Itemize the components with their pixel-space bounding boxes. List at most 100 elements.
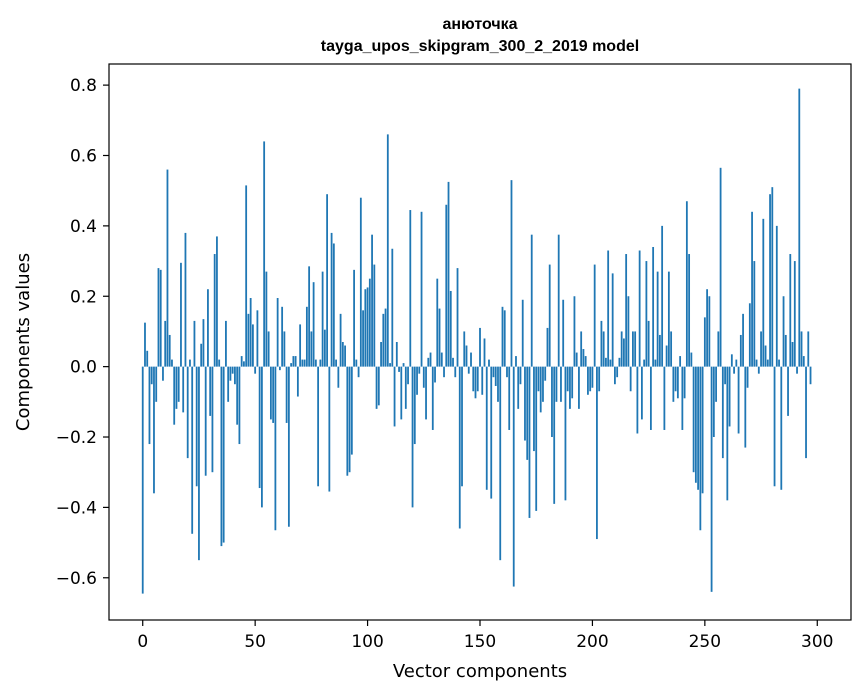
bar-111 [391, 248, 394, 367]
y-ticks: −0.6 −0.4 −0.2 0.0 0.2 0.4 0.6 0.8 [56, 76, 109, 589]
bar-184 [555, 366, 558, 402]
bar-249 [701, 366, 704, 494]
bar-234 [667, 271, 670, 367]
bar-198 [587, 366, 589, 395]
bar-142 [461, 366, 463, 487]
bar-70 [299, 324, 302, 367]
bar-36 [222, 366, 225, 543]
bar-161 [503, 310, 506, 367]
bar-90 [344, 345, 346, 367]
bar-119 [409, 210, 412, 367]
x-tick-label: 100 [351, 632, 383, 652]
bar-186 [560, 366, 562, 402]
bar-290 [793, 261, 796, 367]
bar-278 [766, 359, 769, 367]
bar-197 [584, 356, 587, 367]
bar-46 [245, 185, 248, 367]
bar-120 [411, 366, 414, 508]
bar-151 [481, 366, 484, 395]
bar-218 [632, 331, 634, 367]
bar-11 [166, 169, 169, 367]
bar-99 [364, 289, 367, 367]
bar-144 [465, 345, 468, 367]
bar-201 [593, 264, 596, 367]
bar-143 [463, 331, 466, 367]
bar-7 [157, 268, 160, 367]
bar-104 [375, 366, 378, 409]
bar-286 [784, 334, 787, 367]
bar-101 [368, 278, 371, 367]
bar-49 [252, 324, 254, 367]
bar-126 [425, 366, 427, 420]
bar-106 [380, 342, 382, 367]
bar-48 [249, 298, 252, 367]
bar-155 [490, 366, 493, 499]
bar-285 [782, 296, 785, 367]
bar-85 [332, 243, 335, 367]
bar-181 [548, 264, 551, 367]
bar-67 [292, 356, 295, 367]
bar-263 [733, 366, 735, 374]
bar-96 [357, 366, 360, 378]
bar-60 [276, 298, 279, 367]
bar-24 [195, 366, 198, 487]
bar-189 [566, 366, 569, 392]
bar-159 [499, 366, 502, 561]
bar-27 [202, 319, 205, 367]
bar-76 [312, 282, 315, 367]
bar-230 [658, 334, 661, 367]
bar-133 [440, 352, 443, 367]
bar-15 [175, 366, 178, 409]
bar-138 [452, 357, 454, 367]
bar-40 [231, 366, 234, 374]
bar-235 [670, 331, 673, 367]
bar-166 [515, 356, 517, 367]
bar-124 [420, 211, 423, 367]
bar-61 [278, 366, 281, 371]
bar-231 [661, 225, 664, 367]
bar-137 [449, 290, 452, 367]
bar-188 [564, 366, 567, 501]
bar-200 [591, 366, 594, 388]
bar-14 [173, 366, 176, 425]
chart-title-line2: tayga_upos_skipgram_300_2_2019 model [321, 38, 639, 55]
bar-209 [611, 273, 614, 367]
bar-273 [755, 359, 758, 367]
x-tick-label: 50 [244, 632, 266, 652]
bar-267 [742, 313, 744, 367]
y-tick-label: −0.4 [56, 498, 97, 518]
bar-228 [654, 359, 657, 367]
bar-295 [805, 366, 807, 459]
bar-84 [330, 232, 333, 367]
bar-266 [739, 334, 742, 367]
bar-213 [620, 331, 623, 367]
bar-280 [771, 187, 774, 367]
bar-134 [443, 366, 445, 378]
bar-91 [346, 366, 349, 476]
bar-1 [144, 322, 146, 367]
bar-72 [303, 359, 306, 367]
bar-294 [802, 356, 805, 367]
bar-123 [418, 366, 421, 374]
bar-139 [454, 366, 457, 378]
bar-79 [319, 359, 322, 367]
bar-220 [636, 366, 639, 434]
bar-171 [526, 366, 529, 460]
bar-20 [186, 366, 189, 459]
x-tick-label: 300 [801, 632, 833, 652]
bar-64 [285, 366, 288, 423]
bar-19 [184, 232, 187, 367]
bar-74 [308, 266, 311, 367]
bar-34 [218, 359, 221, 367]
bar-112 [393, 366, 396, 427]
y-tick-label: −0.2 [56, 428, 97, 448]
bar-152 [483, 338, 486, 367]
bar-6 [155, 366, 158, 402]
bar-193 [575, 352, 578, 367]
bar-39 [229, 366, 232, 381]
bar-29 [207, 289, 209, 367]
bar-199 [589, 366, 592, 392]
plot-frame [108, 63, 852, 621]
bar-58 [272, 366, 275, 423]
bar-0 [141, 366, 144, 594]
